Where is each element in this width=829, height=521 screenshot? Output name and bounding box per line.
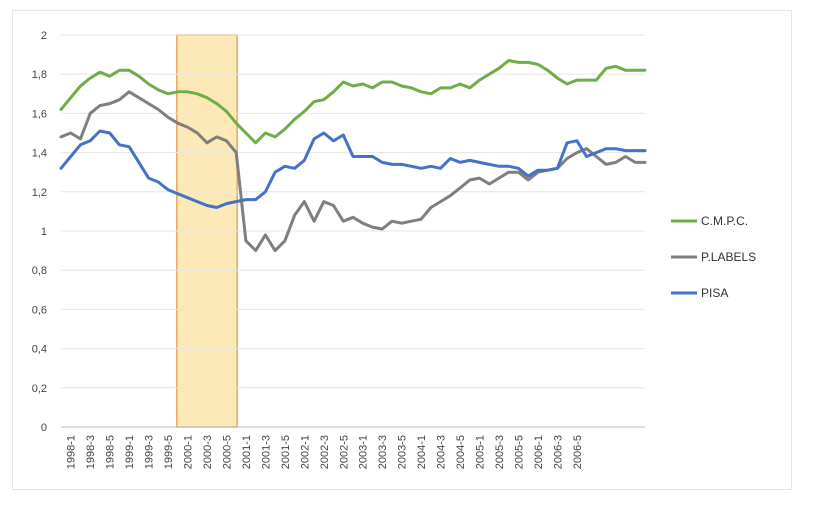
legend-label-c-m-p-c: C.M.P.C. <box>701 214 748 228</box>
x-axis-tick-labels: 1998-1 1998-3 1998-5 1999-1 1999-3 1999-5 2000… <box>66 435 584 469</box>
x-tick-label: 2001-1 <box>241 435 253 469</box>
x-tick-label: 2005-5 <box>513 435 525 469</box>
y-tick-label: 1,4 <box>32 148 47 160</box>
x-tick-label: 2004-3 <box>436 435 448 469</box>
y-tick-label: 1,6 <box>32 108 47 120</box>
x-tick-label: 2005-3 <box>494 435 506 469</box>
x-tick-label: 2003-5 <box>397 435 409 469</box>
x-tick-label: 2000-1 <box>183 435 195 469</box>
x-tick-label: 2006-3 <box>552 435 564 469</box>
x-tick-label: 2001-5 <box>280 435 292 469</box>
x-tick-label: 2002-5 <box>338 435 350 469</box>
series-line-c-m-p-c <box>59 59 647 145</box>
x-tick-label: 2000-3 <box>202 435 214 469</box>
x-tick-label: 2004-5 <box>455 435 467 469</box>
y-tick-label: 0 <box>41 422 47 434</box>
series-line-p-labels <box>59 90 647 253</box>
y-tick-label: 0,4 <box>32 344 47 356</box>
x-tick-label: 2005-1 <box>475 435 487 469</box>
x-tick-label: 1998-3 <box>85 435 97 469</box>
x-tick-label: 2004-1 <box>416 435 428 469</box>
x-tick-label: 2003-1 <box>358 435 370 469</box>
line-chart: 0 0,2 0,4 0,6 0,8 1 1,2 1,4 1,6 1,8 2 1998-1 1998-3… <box>32 30 756 469</box>
y-tick-label: 0,2 <box>32 383 47 395</box>
gridlines <box>61 34 645 428</box>
chart-frame: 0 0,2 0,4 0,6 0,8 1 1,2 1,4 1,6 1,8 2 1998-1 1998-3… <box>12 10 792 490</box>
x-tick-label: 2006-1 <box>533 435 545 469</box>
legend-label-p-labels: P.LABELS <box>701 250 756 264</box>
x-tick-label: 2000-5 <box>221 435 233 469</box>
y-tick-label: 1 <box>41 226 47 238</box>
legend-label-pisa: PISA <box>701 286 728 300</box>
x-tick-label: 2006-5 <box>572 435 584 469</box>
legend: C.M.P.C. P.LABELS PISA <box>671 214 756 300</box>
y-tick-label: 2 <box>41 30 47 42</box>
y-tick-label: 1,2 <box>32 187 47 199</box>
x-tick-label: 1998-5 <box>105 435 117 469</box>
series-line-pisa <box>59 129 647 209</box>
y-tick-label: 0,6 <box>32 304 47 316</box>
x-tick-label: 2001-3 <box>260 435 272 469</box>
series-lines <box>59 59 647 253</box>
x-tick-label: 1998-1 <box>66 435 78 469</box>
x-tick-label: 1999-1 <box>124 435 136 469</box>
x-tick-label: 1999-5 <box>163 435 175 469</box>
x-tick-label: 2002-1 <box>299 435 311 469</box>
x-tick-label: 2002-3 <box>319 435 331 469</box>
y-tick-label: 1,8 <box>32 69 47 81</box>
y-axis-tick-labels: 0 0,2 0,4 0,6 0,8 1 1,2 1,4 1,6 1,8 2 <box>32 30 47 434</box>
x-tick-label: 1999-3 <box>144 435 156 469</box>
x-tick-label: 2003-3 <box>377 435 389 469</box>
y-tick-label: 0,8 <box>32 265 47 277</box>
